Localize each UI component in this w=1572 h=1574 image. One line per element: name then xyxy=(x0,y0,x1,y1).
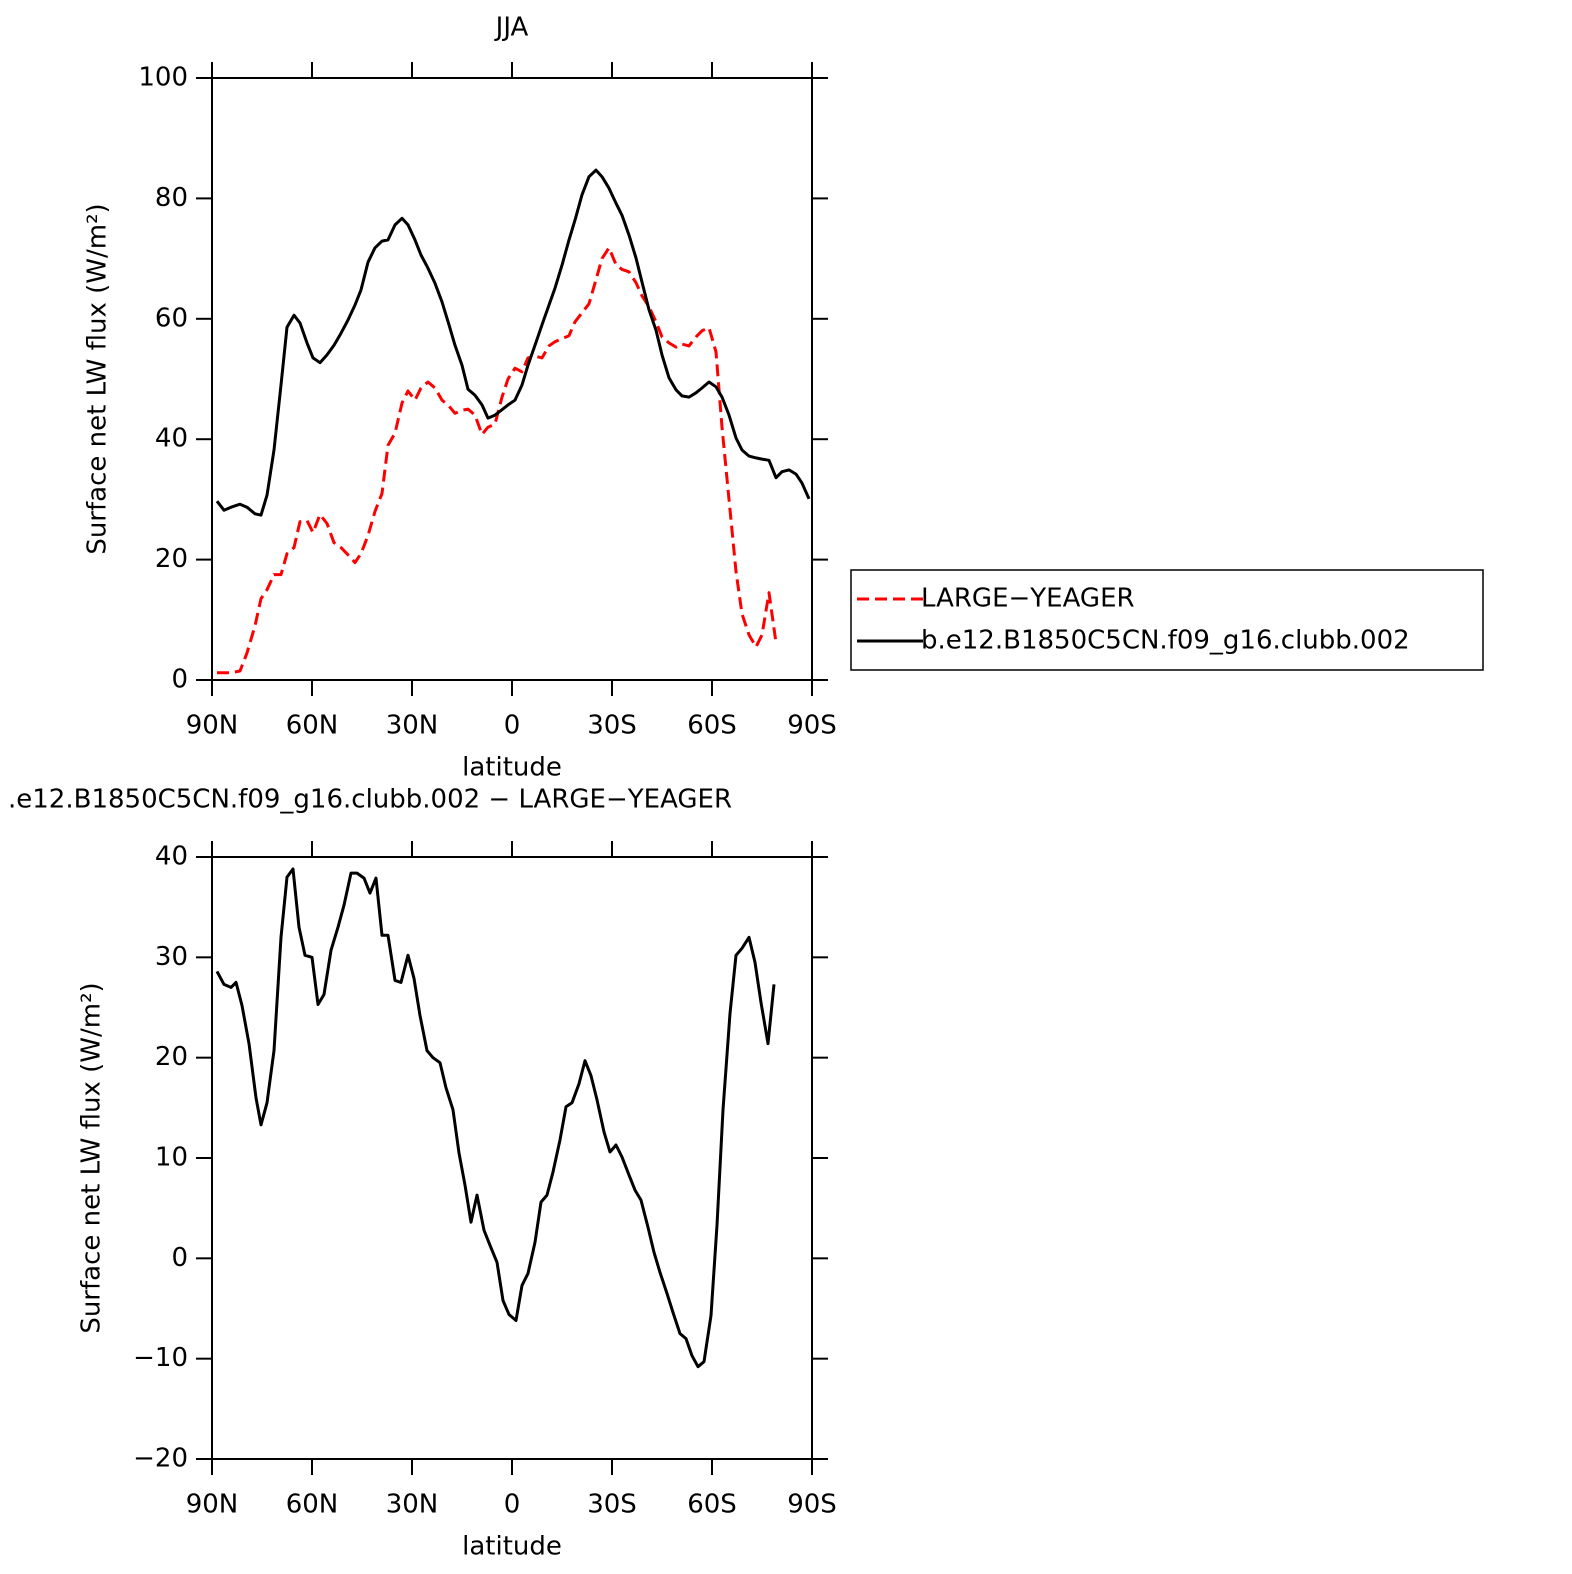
y-tick-label: −20 xyxy=(133,1444,188,1474)
y-tick-label: −10 xyxy=(133,1343,188,1373)
y-tick-label: 40 xyxy=(155,424,188,454)
legend-label: LARGE−YEAGER xyxy=(921,584,1135,614)
y-tick-label: 20 xyxy=(155,544,188,574)
y-tick-label: 60 xyxy=(155,303,188,333)
x-tick-label: 30N xyxy=(386,1490,439,1520)
x-tick-label: 0 xyxy=(504,1490,521,1520)
x-tick-label: 0 xyxy=(504,711,521,741)
x-tick-label: 60N xyxy=(286,1490,339,1520)
y-tick-label: 100 xyxy=(138,63,188,93)
chart-title: JJA xyxy=(494,13,529,43)
series-line xyxy=(215,867,776,1369)
y-tick-label: 30 xyxy=(155,942,188,972)
x-tick-label: 90S xyxy=(787,1490,837,1520)
y-tick-label: 0 xyxy=(171,665,188,695)
x-tick-label: 30N xyxy=(386,711,439,741)
y-axis-label: Surface net LW flux (W/m²) xyxy=(77,982,107,1333)
y-tick-label: 20 xyxy=(155,1042,188,1072)
x-axis-label: latitude xyxy=(462,753,562,783)
x-axis-label: latitude xyxy=(462,1532,562,1562)
series-line xyxy=(215,168,811,517)
x-tick-label: 60S xyxy=(687,711,737,741)
y-tick-label: 40 xyxy=(155,842,188,872)
y-tick-label: 80 xyxy=(155,183,188,213)
legend-box xyxy=(850,569,1484,671)
x-tick-label: 60N xyxy=(286,711,339,741)
x-tick-label: 30S xyxy=(587,1490,637,1520)
y-tick-label: 0 xyxy=(171,1243,188,1273)
plot-frame xyxy=(211,77,813,681)
chart-title: .e12.B1850C5CN.f09_g16.clubb.002 − LARGE… xyxy=(8,785,732,815)
y-tick-label: 10 xyxy=(155,1143,188,1173)
series-line xyxy=(217,246,778,675)
legend-label: b.e12.B1850C5CN.f09_g16.clubb.002 xyxy=(921,626,1410,656)
x-tick-label: 60S xyxy=(687,1490,737,1520)
x-tick-label: 30S xyxy=(587,711,637,741)
y-axis-label: Surface net LW flux (W/m²) xyxy=(83,203,113,554)
x-tick-label: 90N xyxy=(186,1490,239,1520)
x-tick-label: 90N xyxy=(186,711,239,741)
x-tick-label: 90S xyxy=(787,711,837,741)
